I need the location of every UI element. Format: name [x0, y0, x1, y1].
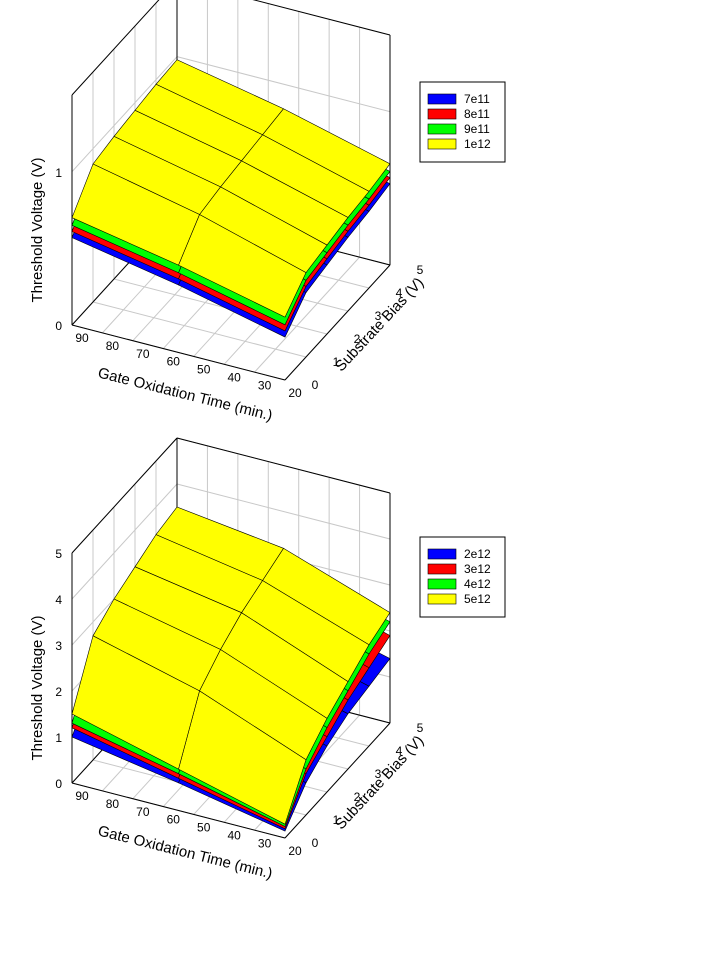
y-tick-label: 4 [396, 286, 403, 300]
legend-swatch [427, 138, 457, 150]
wall-grid-line [176, 56, 391, 113]
z-tick-label: 2 [55, 685, 62, 699]
axis-line [71, 324, 286, 381]
legend-label: 2e12 [464, 547, 491, 561]
z-tick-label: 5 [55, 547, 62, 561]
x-tick-label: 40 [227, 370, 241, 384]
y-axis-title: Substrate Bias (V) [332, 732, 427, 833]
floor-grid-line [254, 256, 360, 373]
x-tick-label: 30 [258, 378, 272, 392]
legend-swatch [427, 108, 457, 120]
floor-grid-line [92, 301, 307, 358]
wall-grid-line [71, 56, 178, 173]
legend-label: 3e12 [464, 562, 491, 576]
x-tick-label: 60 [167, 813, 181, 827]
x-tick-label: 70 [136, 347, 150, 361]
axis-line [176, 437, 391, 494]
x-tick-label: 20 [288, 844, 302, 858]
x-tick-label: 40 [227, 828, 241, 842]
axis-line [71, 782, 286, 839]
x-tick-label: 30 [258, 836, 272, 850]
y-tick-label: 3 [375, 767, 382, 781]
surface-patch [71, 163, 200, 266]
z-tick-label: 1 [55, 166, 62, 180]
x-tick-label: 70 [136, 805, 150, 819]
x-tick-label: 60 [167, 355, 181, 369]
z-axis-title: Threshold Voltage (V) [29, 157, 46, 302]
y-tick-label: 2 [354, 332, 361, 346]
y-tick-label: 2 [354, 790, 361, 804]
z-tick-label: 0 [55, 777, 62, 791]
y-axis-title: Substrate Bias (V) [332, 274, 427, 375]
legend-swatch [427, 93, 457, 105]
legend-label: 4e12 [464, 577, 491, 591]
y-tick-label: 0 [312, 836, 319, 850]
x-tick-label: 80 [106, 797, 120, 811]
x-tick-label: 50 [197, 821, 211, 835]
y-tick-label: 0 [312, 378, 319, 392]
axis-line [252, 0, 391, 36]
wall-grid-line [176, 483, 391, 540]
x-tick-label: 90 [75, 789, 89, 803]
surface-patch [71, 635, 200, 770]
legend-swatch [427, 123, 457, 135]
floor-grid-line [113, 278, 328, 335]
y-tick-label: 1 [333, 355, 340, 369]
y-tick-label: 3 [375, 309, 382, 323]
y-tick-label: 1 [333, 813, 340, 827]
z-axis-title: Threshold Voltage (V) [29, 615, 46, 760]
x-tick-label: 80 [106, 339, 120, 353]
z-tick-label: 0 [55, 319, 62, 333]
legend-swatch [427, 593, 457, 605]
z-tick-label: 3 [55, 639, 62, 653]
axis-line [71, 0, 160, 96]
axis-line [284, 722, 391, 839]
axis-line [71, 437, 178, 554]
legend-label: 8e11 [464, 107, 490, 121]
legend-swatch [427, 578, 457, 590]
legend-swatch [427, 563, 457, 575]
x-tick-label: 90 [75, 331, 89, 345]
x-axis-title: Gate Oxidation Time (min.) [96, 365, 274, 425]
legend-label: 1e12 [464, 137, 491, 151]
wall-grid-line [71, 483, 178, 600]
z-tick-label: 1 [55, 731, 62, 745]
y-tick-label: 5 [417, 263, 424, 277]
legend-swatch [427, 548, 457, 560]
y-tick-label: 4 [396, 744, 403, 758]
z-tick-label: 4 [55, 593, 62, 607]
legend-label: 5e12 [464, 592, 491, 606]
x-tick-label: 50 [197, 363, 211, 377]
x-axis-title: Gate Oxidation Time (min.) [96, 823, 274, 883]
legend-label: 9e11 [464, 122, 490, 136]
legend-label: 7e11 [464, 92, 490, 106]
y-tick-label: 5 [417, 721, 424, 735]
x-tick-label: 20 [288, 386, 302, 400]
axis-line [284, 264, 391, 381]
